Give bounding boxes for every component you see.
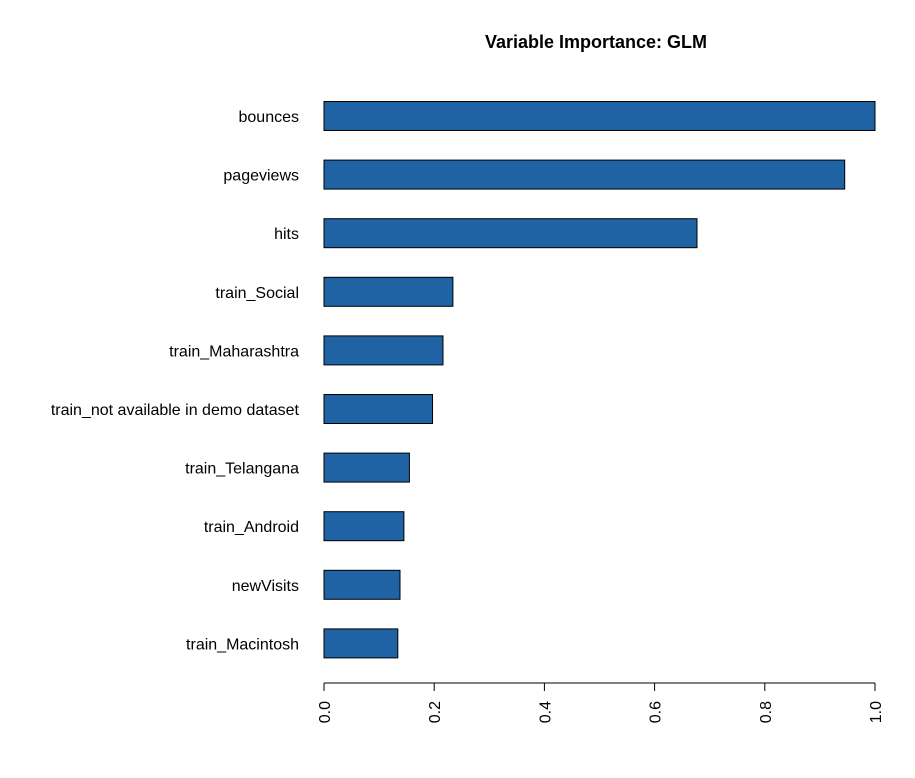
x-tick-label-4: 0.8 bbox=[758, 701, 775, 723]
bar-6 bbox=[323, 452, 410, 483]
bar-1 bbox=[323, 159, 846, 190]
chart-title: Variable Importance: GLM bbox=[485, 32, 707, 52]
bar-5 bbox=[323, 394, 433, 424]
x-axis: 0.0 0.2 0.4 0.6 0.8 1.0 bbox=[317, 682, 885, 723]
x-tick-label-5: 1.0 bbox=[868, 701, 885, 723]
bar-2 bbox=[323, 218, 698, 249]
bar-8 bbox=[323, 569, 401, 600]
bars-group bbox=[323, 101, 876, 659]
category-label-9: train_Macintosh bbox=[186, 636, 299, 653]
category-label-1: pageviews bbox=[223, 168, 299, 185]
category-label-3: train_Social bbox=[215, 285, 299, 302]
bar-3 bbox=[323, 276, 454, 307]
bar-0 bbox=[323, 101, 876, 131]
x-tick-label-1: 0.2 bbox=[427, 701, 444, 723]
category-label-5: train_not available in demo dataset bbox=[51, 402, 300, 419]
x-tick-label-0: 0.0 bbox=[317, 701, 334, 723]
x-tick-label-3: 0.6 bbox=[648, 701, 665, 723]
category-label-8: newVisits bbox=[232, 578, 299, 595]
category-label-2: hits bbox=[274, 226, 299, 243]
category-label-7: train_Android bbox=[204, 519, 299, 536]
x-tick-label-2: 0.4 bbox=[537, 701, 554, 723]
bar-4 bbox=[323, 335, 444, 366]
bar-9 bbox=[323, 628, 399, 659]
category-label-6: train_Telangana bbox=[185, 461, 299, 478]
category-label-4: train_Maharashtra bbox=[169, 343, 299, 360]
category-labels: bounces pageviews hits train_Social train_Ma… bbox=[51, 109, 300, 653]
bar-7 bbox=[323, 511, 405, 542]
category-label-0: bounces bbox=[239, 109, 300, 126]
